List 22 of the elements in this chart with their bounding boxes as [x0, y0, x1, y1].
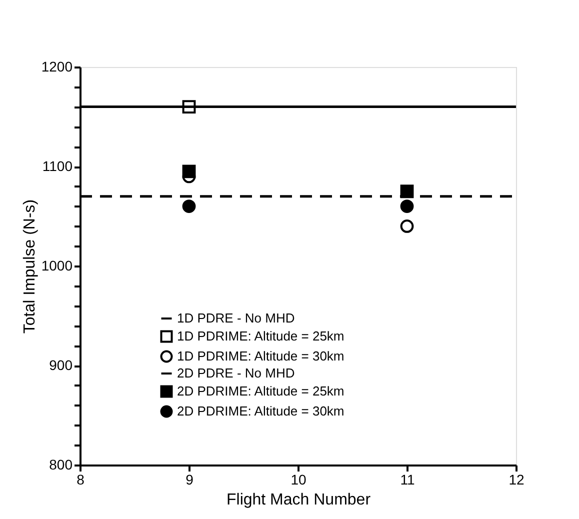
y-tick-label: 1200: [41, 58, 73, 74]
legend-label: 2D PDRIME: Altitude = 25km: [177, 384, 344, 398]
x-tick-label: 11: [400, 472, 415, 488]
x-tick-label: 9: [186, 472, 194, 488]
point: [182, 164, 196, 178]
y-axis-title: Total Impulse (N-s): [21, 199, 38, 334]
y-tick-label: 900: [49, 357, 73, 373]
x-axis-title: Flight Mach Number: [226, 492, 372, 508]
x-tick-label: 12: [508, 472, 524, 488]
point: [400, 200, 414, 213]
x-tick-label: 8: [76, 472, 85, 488]
legend-label: 1D PDRE - No MHD: [177, 310, 295, 326]
y-tick-label: 1100: [42, 158, 73, 174]
y-tick-label: 1000: [41, 258, 73, 274]
legend-label: 2D PDRE - No MHD: [177, 366, 295, 380]
x-tick-label: 10: [290, 472, 306, 488]
point: [400, 220, 414, 233]
legend-label: 2D PDRIME: Altitude = 30km: [177, 404, 344, 418]
legend-label: 1D PDRIME: Altitude = 30km: [177, 348, 344, 364]
point: [182, 200, 196, 213]
legend-label: 1D PDRIME: Altitude = 25km: [177, 328, 344, 344]
y-tick-label: 800: [49, 456, 73, 472]
